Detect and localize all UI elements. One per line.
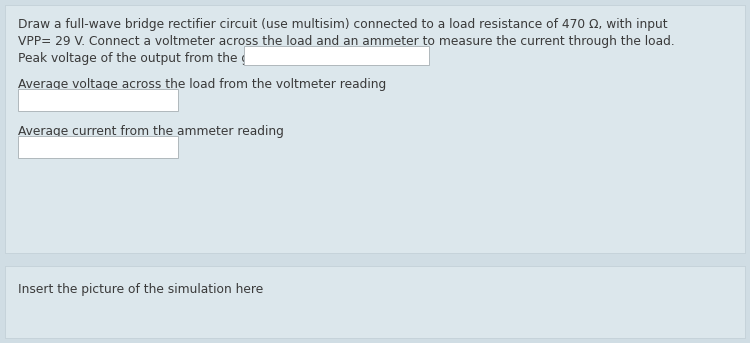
Text: Peak voltage of the output from the graph: Peak voltage of the output from the grap… <box>18 52 278 65</box>
FancyBboxPatch shape <box>18 136 178 158</box>
Text: Average voltage across the load from the voltmeter reading: Average voltage across the load from the… <box>18 78 386 91</box>
FancyBboxPatch shape <box>5 266 745 338</box>
Text: Average current from the ammeter reading: Average current from the ammeter reading <box>18 125 284 138</box>
Text: Draw a full-wave bridge rectifier circuit (use multisim) connected to a load res: Draw a full-wave bridge rectifier circui… <box>18 18 668 31</box>
Text: Insert the picture of the simulation here: Insert the picture of the simulation her… <box>18 283 263 296</box>
FancyBboxPatch shape <box>5 5 745 253</box>
Text: VPP= 29 V. Connect a voltmeter across the load and an ammeter to measure the cur: VPP= 29 V. Connect a voltmeter across th… <box>18 35 675 48</box>
FancyBboxPatch shape <box>244 46 429 65</box>
FancyBboxPatch shape <box>18 89 178 111</box>
